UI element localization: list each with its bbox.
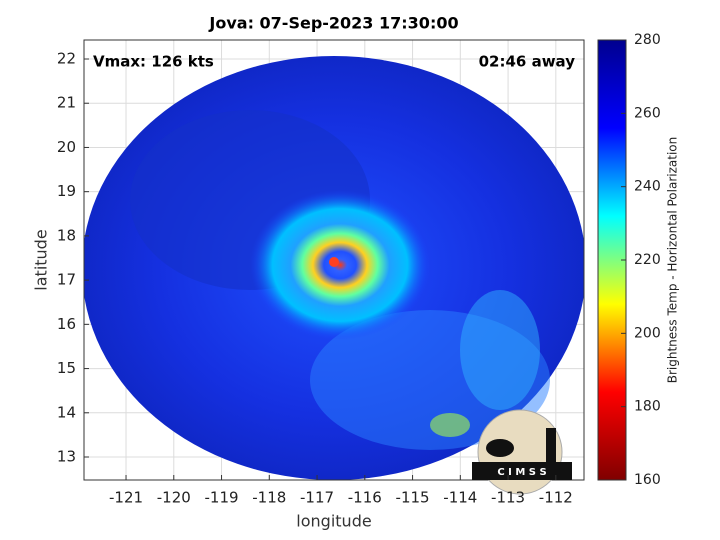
x-tick-label: -113	[491, 489, 525, 507]
annotation: 02:46 away	[479, 53, 576, 71]
x-tick-label: -119	[205, 489, 239, 507]
chart-title: Jova: 07-Sep-2023 17:30:00	[208, 14, 458, 33]
colorbar-tick-label: 280	[634, 32, 661, 48]
y-tick-label: 15	[57, 359, 76, 377]
colorbar-tick-label: 220	[634, 252, 661, 268]
colorbar-tick-label: 200	[634, 325, 661, 341]
colorbar-tick-label: 260	[634, 105, 661, 121]
colorbar-tick-label: 240	[634, 179, 661, 195]
y-tick-label: 19	[57, 182, 76, 200]
x-tick-label: -120	[157, 489, 191, 507]
y-tick-label: 17	[57, 271, 76, 289]
satellite-image	[84, 56, 584, 480]
y-tick-label: 22	[57, 50, 76, 68]
y-tick-label: 18	[57, 226, 76, 244]
x-tick-label: -116	[348, 489, 382, 507]
y-tick-label: 14	[57, 403, 76, 421]
colorbar-tick-label: 160	[634, 472, 661, 488]
annotation: Vmax: 126 kts	[93, 53, 214, 71]
x-tick-label: -118	[252, 489, 286, 507]
colorbar-tick-label: 180	[634, 399, 661, 415]
x-tick-label: -121	[109, 489, 143, 507]
x-tick-label: -112	[539, 489, 573, 507]
x-tick-label: -114	[443, 489, 477, 507]
cimss-logo: C I M S S	[472, 409, 572, 495]
y-tick-label: 16	[57, 315, 76, 333]
logo-text: C I M S S	[497, 467, 546, 478]
x-tick-label: -115	[396, 489, 430, 507]
y-tick-label: 13	[57, 448, 76, 466]
colorbar-label: Brightness Temp - Horizontal Polarizatio…	[666, 137, 680, 384]
axes-frame	[83, 39, 585, 481]
x-axis-label: longitude	[296, 512, 371, 531]
y-tick-label: 20	[57, 138, 76, 156]
x-tick-label: -117	[300, 489, 334, 507]
y-axis-label: latitude	[32, 229, 51, 290]
y-tick-label: 21	[57, 94, 76, 112]
